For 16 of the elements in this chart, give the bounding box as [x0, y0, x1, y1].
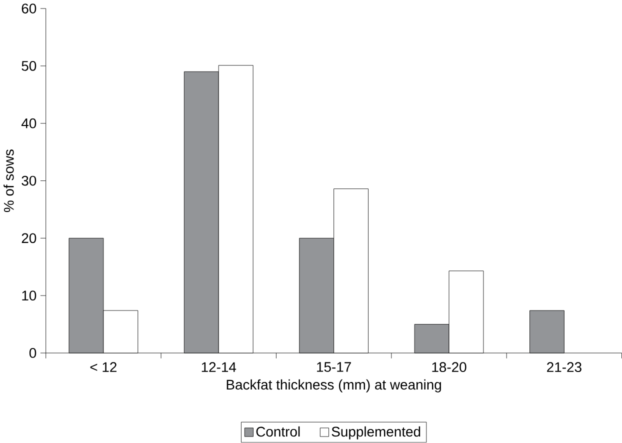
y-axis-title: % of sows: [4, 150, 14, 212]
x-axis-title: Backfat thickness (mm) at weaning: [226, 380, 441, 393]
x-tick-label: 15-17: [317, 362, 351, 372]
x-tick-label: < 12: [90, 362, 116, 372]
x-tick-label: 12-14: [202, 362, 236, 372]
y-tick-label: 0: [29, 348, 36, 358]
y-tick-label: 50: [22, 61, 36, 72]
x-tick-label: 18-20: [432, 362, 466, 372]
legend-label: Control: [256, 426, 300, 437]
x-tick-label: 21-23: [547, 362, 582, 372]
legend-label: Supplemented: [332, 426, 420, 440]
y-tick-label: 40: [21, 118, 36, 128]
y-tick-label: 30: [22, 176, 36, 186]
y-tick-label: 20: [22, 233, 36, 244]
y-tick-label: 60: [22, 4, 36, 14]
y-tick-label: 10: [22, 290, 36, 301]
